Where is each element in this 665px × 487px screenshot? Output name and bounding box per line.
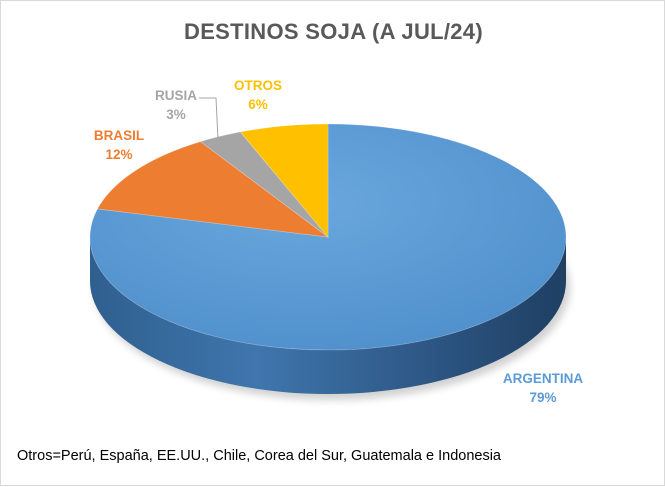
chart-title: DESTINOS SOJA (A JUL/24) [184,19,483,44]
slice-label-otros: OTROS [234,78,282,93]
slice-pct-argentina: 79% [529,390,556,405]
pie-slice-argentina [89,123,567,351]
footnote: Otros=Perú, España, EE.UU., Chile, Corea… [17,448,501,464]
slice-pct-otros: 6% [248,97,268,112]
pie-slice-brasil [96,141,330,238]
slice-label-rusia: RUSIA [155,88,197,103]
slice-label-argentina: ARGENTINA [503,371,583,386]
leader-line-rusia [199,97,219,139]
pie-slice-rusia [199,131,329,238]
slice-pct-brasil: 12% [105,147,132,162]
slice-pct-rusia: 3% [166,107,186,122]
pie-slice-otros [239,123,329,239]
pie-side-argentina [90,237,566,394]
slice-label-brasil: BRASIL [94,128,144,143]
